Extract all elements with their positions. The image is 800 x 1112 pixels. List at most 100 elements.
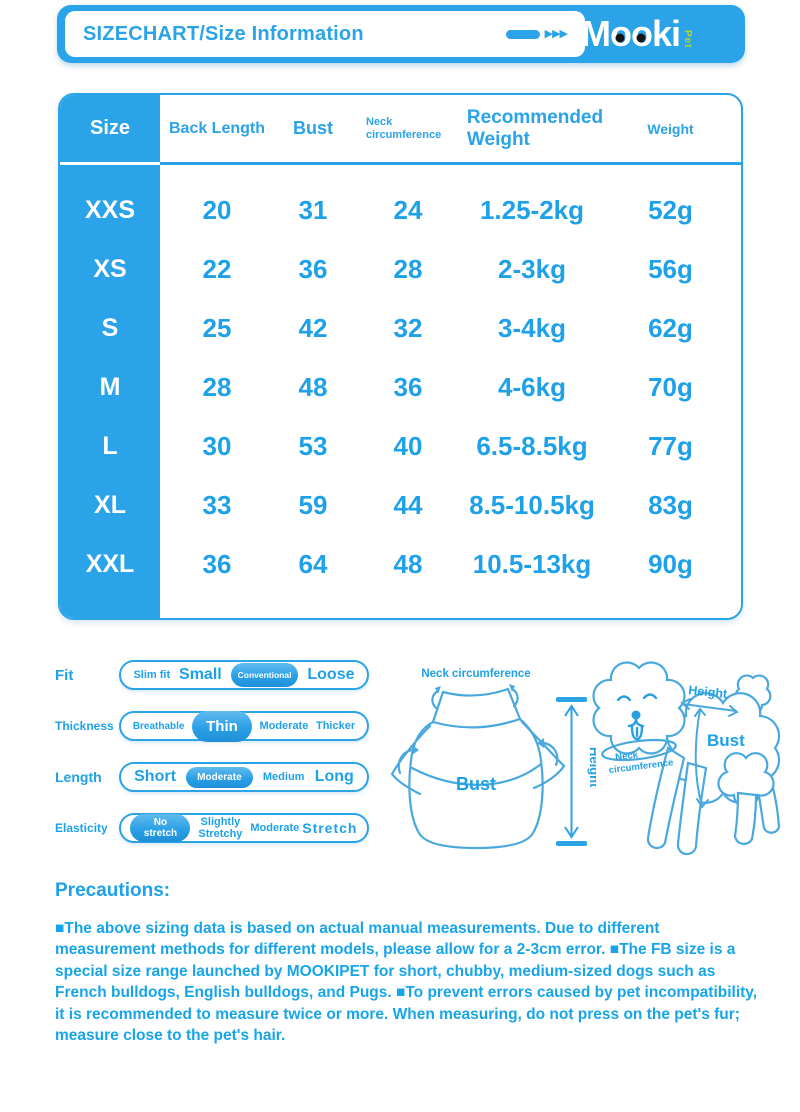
garment-bust-label: Bust: [456, 774, 496, 794]
table-bottom-filler: [60, 594, 741, 616]
option-medium: Medium: [262, 771, 305, 783]
recommended-weight-value: 8.5-10.5kg: [469, 490, 595, 520]
weight-value: 77g: [648, 431, 693, 461]
brand-sub-label: Pet: [682, 29, 693, 49]
option-moderate: Moderate: [250, 822, 300, 834]
back-length-value: 28: [202, 372, 232, 402]
column-header-size: Size: [60, 95, 160, 165]
elasticity-label: Elasticity: [55, 821, 108, 835]
size-label: XXL: [85, 550, 135, 578]
option-small: Small: [179, 666, 222, 683]
option-no-stretch-selected: No stretch: [130, 814, 191, 842]
bust-value: 42: [298, 313, 328, 343]
option-moderate-selected: Moderate: [186, 766, 253, 788]
page-title: SIZECHART/Size Information: [83, 22, 364, 45]
thickness-options-pill: Breathable Thin Moderate Thicker: [119, 710, 369, 742]
bust-value: 31: [298, 195, 328, 225]
height-arrow: Height: [556, 697, 596, 846]
weight-value: 90g: [648, 549, 693, 579]
column-header-bust: Bust: [274, 95, 352, 165]
thickness-row: Thickness Breathable Thin Moderate Thick…: [55, 710, 375, 742]
dog-neck-label-line1: Neck: [615, 749, 640, 763]
logo-eye-o: o: [609, 13, 632, 54]
recommended-weight-value: 4-6kg: [498, 372, 566, 402]
weight-value: 56g: [648, 254, 693, 284]
bust-value: 48: [298, 372, 328, 402]
size-label: L: [102, 432, 118, 460]
elasticity-row: Elasticity No stretch Slightly Stretchy …: [55, 813, 375, 843]
back-length-value: 36: [202, 549, 232, 579]
triple-arrow-icon: ▶▶▶: [544, 27, 568, 40]
column-header-weight: Weight: [600, 95, 741, 165]
length-label: Length: [55, 769, 102, 785]
neck-value: 36: [393, 372, 423, 402]
option-short: Short: [134, 768, 176, 785]
back-length-value: 30: [202, 431, 232, 461]
elasticity-options-pill: No stretch Slightly Stretchy Moderate St…: [119, 813, 369, 843]
recommended-weight-value: 6.5-8.5kg: [476, 431, 588, 461]
neck-value: 44: [393, 490, 423, 520]
size-table: Size Back Length Bust Neck circumference…: [58, 93, 743, 620]
size-label: M: [99, 373, 121, 401]
back-length-value: 22: [202, 254, 232, 284]
weight-value: 62g: [648, 313, 693, 343]
neck-value: 40: [393, 431, 423, 461]
option-conventional-selected: Conventional: [230, 663, 299, 687]
dog-height-label: Height: [688, 683, 729, 701]
neck-value: 28: [393, 254, 423, 284]
garment-diagram: Neck circumference Bust: [390, 668, 566, 850]
size-label: XS: [93, 255, 127, 283]
dog-bust-label: Bust: [707, 731, 745, 750]
attribute-selectors: Fit Slim fit Small Conventional Loose Th…: [55, 660, 375, 864]
recommended-weight-value: 10.5-13kg: [472, 549, 592, 579]
recommended-weight-value: 2-3kg: [498, 254, 566, 284]
bust-value: 36: [298, 254, 328, 284]
option-thicker: Thicker: [315, 720, 356, 732]
option-slim-fit: Slim fit: [133, 669, 171, 681]
garment-neck-label: Neck circumference: [421, 668, 530, 680]
neck-value: 32: [393, 313, 423, 343]
precautions-body: ■The above sizing data is based on actua…: [55, 920, 758, 1044]
length-row: Length Short Moderate Medium Long: [55, 762, 375, 792]
back-length-value: 25: [202, 313, 232, 343]
neck-value: 24: [393, 195, 423, 225]
weight-value: 52g: [648, 195, 693, 225]
size-label: S: [101, 314, 119, 342]
weight-value: 83g: [648, 490, 693, 520]
back-length-value: 33: [202, 490, 232, 520]
logo-eye-o: o: [630, 13, 653, 54]
weight-value: 70g: [648, 372, 693, 402]
recommended-weight-value: 3-4kg: [498, 313, 566, 343]
height-arrow-label: Height: [587, 747, 596, 788]
column-header-neck: Neck circumference: [352, 95, 464, 165]
size-label: XXS: [84, 196, 136, 224]
option-moderate: Moderate: [259, 720, 309, 732]
column-header-back-length: Back Length: [160, 95, 274, 165]
size-label: XL: [94, 491, 126, 519]
column-header-recommended-weight: Recommended Weight: [464, 95, 603, 165]
length-options-pill: Short Moderate Medium Long: [119, 762, 369, 792]
table-header-gap: [60, 165, 741, 181]
fit-label: Fit: [55, 666, 74, 684]
thickness-label: Thickness: [55, 719, 114, 733]
neck-value: 48: [393, 549, 423, 579]
dash-arrows-icon: ▶▶▶: [505, 27, 568, 40]
recommended-weight-value: 1.25-2kg: [479, 195, 585, 225]
measurement-section: Fit Slim fit Small Conventional Loose Th…: [0, 650, 800, 868]
fit-options-pill: Slim fit Small Conventional Loose: [119, 660, 369, 690]
option-breathable: Breathable: [132, 720, 185, 732]
title-box: SIZECHART/Size Information ▶▶▶: [65, 11, 585, 57]
option-long: Long: [314, 768, 354, 785]
option-thin-selected: Thin: [192, 710, 252, 742]
option-loose: Loose: [307, 666, 355, 683]
dog-diagram: Height Bust Neck circumference: [592, 661, 781, 856]
fit-row: Fit Slim fit Small Conventional Loose: [55, 660, 375, 690]
option-slightly-stretchy: Slightly Stretchy: [198, 815, 243, 840]
dash-bar-icon: [505, 29, 540, 39]
bust-value: 64: [298, 549, 328, 579]
back-length-value: 20: [202, 195, 232, 225]
bust-value: 59: [298, 490, 328, 520]
bust-value: 53: [298, 431, 328, 461]
